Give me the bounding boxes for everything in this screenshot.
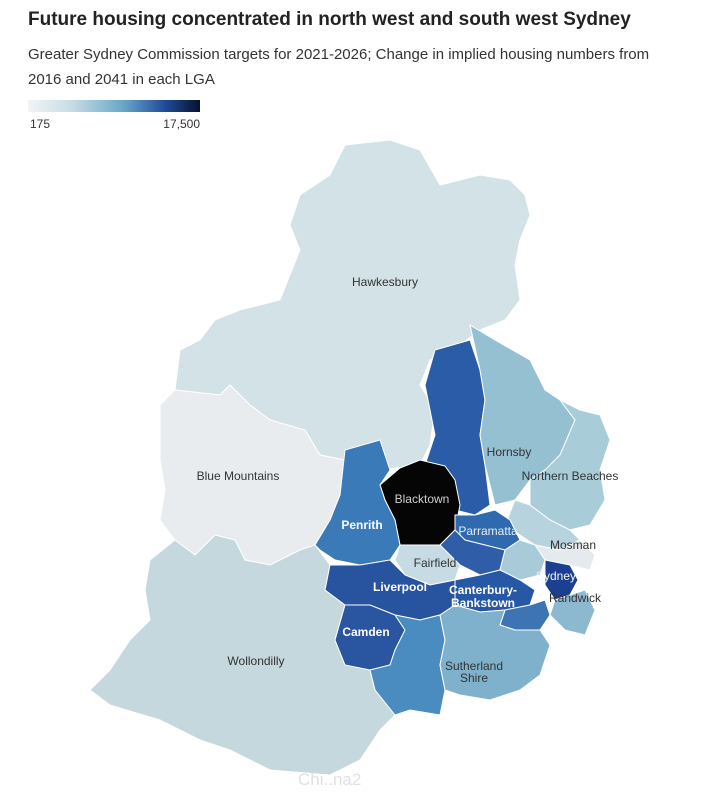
label-randwick: Randwick — [549, 591, 602, 605]
label-wollondilly: Wollondilly — [227, 654, 284, 668]
label-penrith: Penrith — [341, 518, 382, 532]
label-camden: Camden — [342, 625, 389, 639]
label-sydney: Sydney — [536, 569, 576, 583]
label-fairfield: Fairfield — [414, 556, 457, 570]
label-parramatta: Parramatta — [458, 524, 518, 538]
lga-randwick[interactable] — [549, 589, 596, 636]
label-hornsby: Hornsby — [487, 445, 532, 459]
page-subtitle: Greater Sydney Commission targets for 20… — [28, 46, 650, 88]
label-sutherland-line1: Sutherland — [445, 659, 503, 673]
legend-max-label: 17,500 — [163, 117, 200, 131]
legend-min-label: 175 — [30, 117, 51, 131]
label-sutherland-line2: Shire — [460, 671, 488, 685]
lga-sutherland[interactable] — [439, 604, 551, 701]
label-mosman: Mosman — [550, 538, 596, 552]
legend-gradient-bar — [28, 100, 200, 112]
map-svg: Hawkesbury Blue Mountains Wollondilly Ho… — [89, 139, 619, 776]
color-legend: 175 17,500 — [28, 100, 200, 136]
page-title: Future housing concentrated in north wes… — [28, 9, 631, 30]
label-canterbury-bankstown-line2: Bankstown — [451, 596, 515, 610]
sydney-lga-map: Hawkesbury Blue Mountains Wollondilly Ho… — [0, 130, 713, 794]
label-blacktown: Blacktown — [395, 492, 450, 506]
watermark-text: Chi..na2 — [298, 770, 362, 789]
label-canterbury-bankstown-line1: Canterbury- — [449, 583, 517, 597]
label-northern-beaches: Northern Beaches — [522, 469, 619, 483]
label-hawkesbury: Hawkesbury — [352, 275, 418, 289]
label-blue-mountains: Blue Mountains — [197, 469, 280, 483]
label-liverpool: Liverpool — [373, 580, 427, 594]
